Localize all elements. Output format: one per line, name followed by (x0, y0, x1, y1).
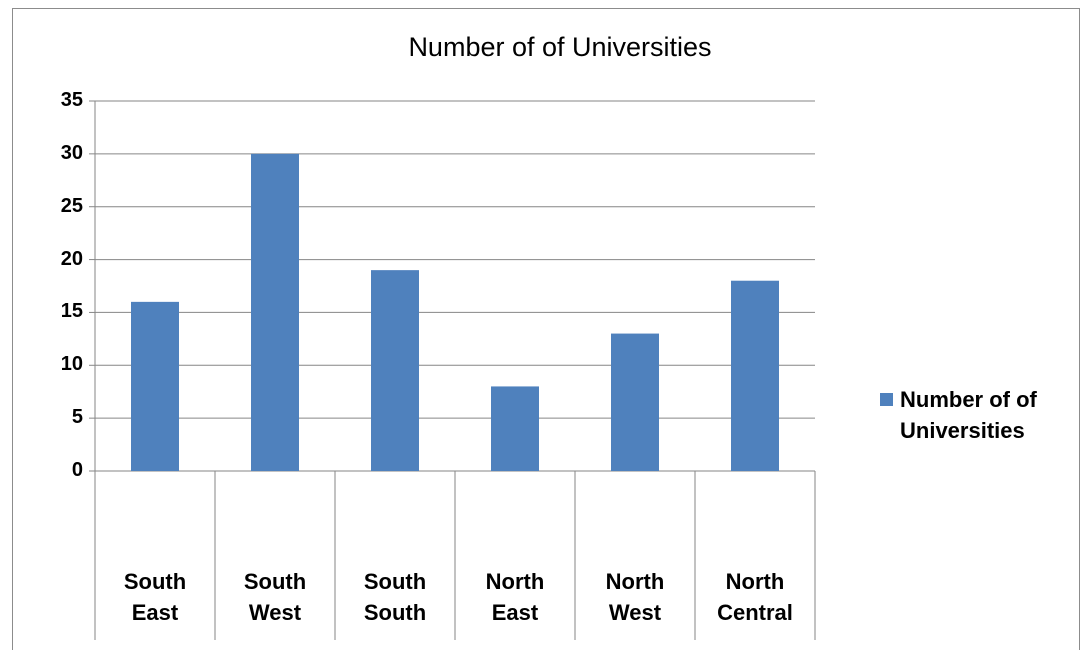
y-tick-label: 30 (60, 141, 83, 164)
bar (131, 301, 179, 471)
x-tick-label: North Central (717, 569, 793, 625)
x-tick-label: South West (243, 569, 307, 625)
legend-label: Number of of Universities (900, 387, 1037, 443)
bar (251, 153, 299, 471)
chart-title: Number of of Universities (408, 32, 712, 62)
y-tick-label: 25 (60, 194, 83, 217)
x-tick-label: North West (605, 569, 665, 625)
y-tick-label: 20 (60, 247, 83, 270)
chart-frame (12, 8, 1080, 650)
y-tick-label: 5 (71, 406, 83, 429)
x-tick-label: South South (363, 569, 427, 625)
x-tick-label: North East (485, 569, 545, 625)
bar (491, 386, 539, 471)
bar (731, 280, 779, 471)
y-tick-label: 10 (60, 353, 83, 376)
bar (611, 333, 659, 471)
y-tick-label: 0 (71, 459, 83, 481)
x-tick-label: South East (123, 569, 187, 625)
bar (371, 270, 419, 471)
y-tick-label: 35 (60, 89, 83, 111)
y-tick-label: 15 (60, 300, 83, 323)
legend-swatch (880, 393, 893, 406)
